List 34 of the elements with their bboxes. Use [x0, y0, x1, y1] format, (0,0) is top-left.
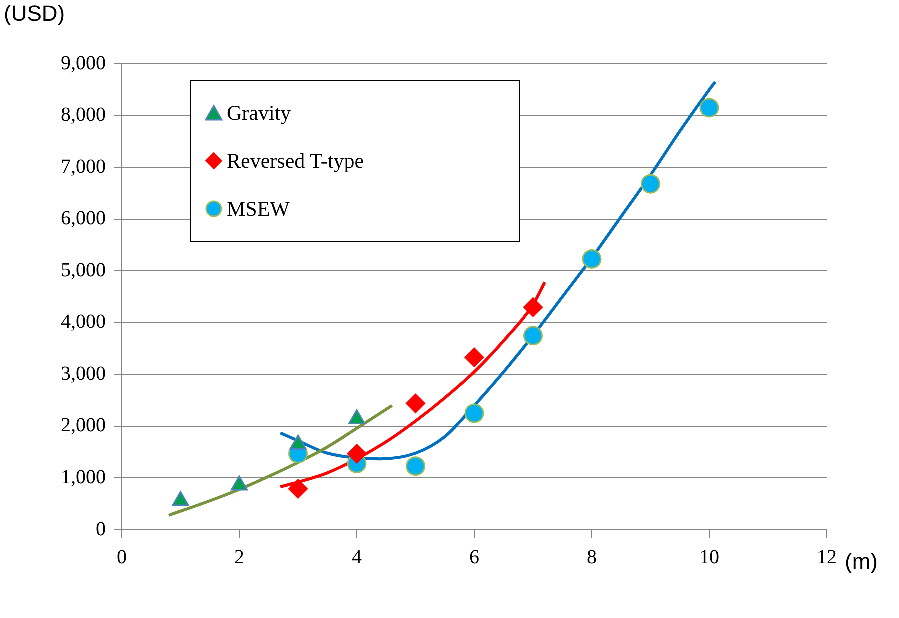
point — [582, 249, 602, 269]
point — [524, 298, 543, 318]
point — [524, 326, 543, 346]
point — [464, 404, 484, 424]
legend-label: MSEW — [227, 196, 290, 222]
point — [464, 348, 484, 368]
y-tick-label: 2,000 — [61, 414, 106, 437]
x-tick-label: 8 — [587, 546, 597, 568]
y-tick-label: 9,000 — [61, 52, 106, 74]
y-axis-title: (USD) — [4, 1, 66, 26]
x-tick-label: 6 — [470, 546, 480, 568]
point — [700, 98, 720, 118]
point — [347, 444, 367, 464]
y-tick-label: 0 — [96, 518, 106, 540]
x-tick-label: 2 — [234, 546, 244, 568]
y-tick-label: 5,000 — [61, 259, 106, 282]
x-tick-label: 12 — [817, 546, 837, 568]
x-axis-title: (m) — [845, 549, 878, 574]
line-series — [168, 404, 394, 517]
x-tick-label: 10 — [700, 546, 720, 568]
x-tick-label: 4 — [352, 546, 362, 568]
point — [406, 456, 426, 476]
y-tick-label: 8,000 — [61, 104, 106, 126]
legend-label: Gravity — [227, 100, 292, 126]
legend-label: Reversed T-type — [227, 148, 364, 174]
y-tick-label: 7,000 — [61, 156, 106, 178]
y-tick-label: 4,000 — [61, 311, 106, 334]
point — [288, 479, 308, 499]
x-tick-label: 0 — [117, 546, 127, 568]
y-tick-label: 1,000 — [61, 466, 106, 488]
y-tick-label: 3,000 — [61, 362, 106, 385]
point — [641, 174, 660, 194]
point — [406, 394, 426, 414]
y-tick-label: 6,000 — [61, 208, 106, 230]
